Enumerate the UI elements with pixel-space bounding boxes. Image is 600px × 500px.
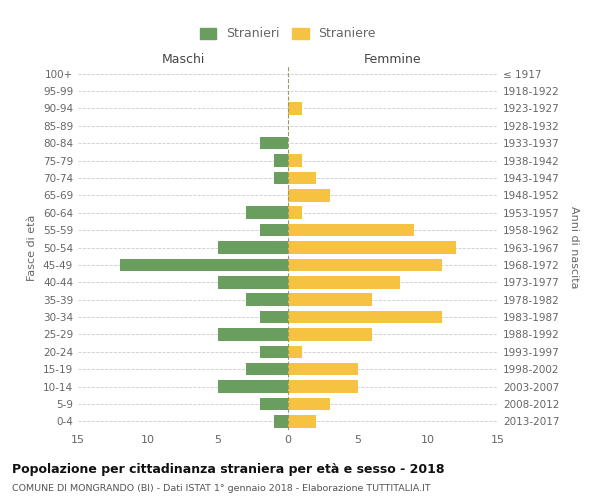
Bar [288, 206, 302, 219]
Bar [218, 380, 288, 393]
Y-axis label: Anni di nascita: Anni di nascita [569, 206, 579, 289]
Bar [288, 398, 330, 410]
Bar [288, 154, 302, 167]
Bar [246, 206, 288, 219]
Bar [288, 380, 358, 393]
Bar [288, 189, 330, 202]
Bar [288, 294, 372, 306]
Y-axis label: Fasce di età: Fasce di età [28, 214, 37, 280]
Bar [288, 102, 302, 115]
Bar [288, 346, 302, 358]
Bar [246, 363, 288, 376]
Bar [288, 363, 358, 376]
Bar [260, 137, 288, 149]
Bar [246, 294, 288, 306]
Bar [274, 154, 288, 167]
Bar [288, 241, 456, 254]
Bar [288, 328, 372, 340]
Bar [274, 415, 288, 428]
Bar [120, 258, 288, 271]
Bar [288, 224, 414, 236]
Text: Femmine: Femmine [364, 53, 422, 66]
Legend: Stranieri, Straniere: Stranieri, Straniere [200, 28, 376, 40]
Text: Popolazione per cittadinanza straniera per età e sesso - 2018: Popolazione per cittadinanza straniera p… [12, 462, 445, 475]
Bar [218, 276, 288, 288]
Text: Maschi: Maschi [161, 53, 205, 66]
Bar [218, 241, 288, 254]
Bar [260, 398, 288, 410]
Bar [288, 172, 316, 184]
Bar [260, 224, 288, 236]
Bar [288, 311, 442, 324]
Bar [288, 415, 316, 428]
Bar [288, 276, 400, 288]
Bar [288, 258, 442, 271]
Bar [260, 311, 288, 324]
Bar [218, 328, 288, 340]
Bar [274, 172, 288, 184]
Text: COMUNE DI MONGRANDO (BI) - Dati ISTAT 1° gennaio 2018 - Elaborazione TUTTITALIA.: COMUNE DI MONGRANDO (BI) - Dati ISTAT 1°… [12, 484, 431, 493]
Bar [260, 346, 288, 358]
